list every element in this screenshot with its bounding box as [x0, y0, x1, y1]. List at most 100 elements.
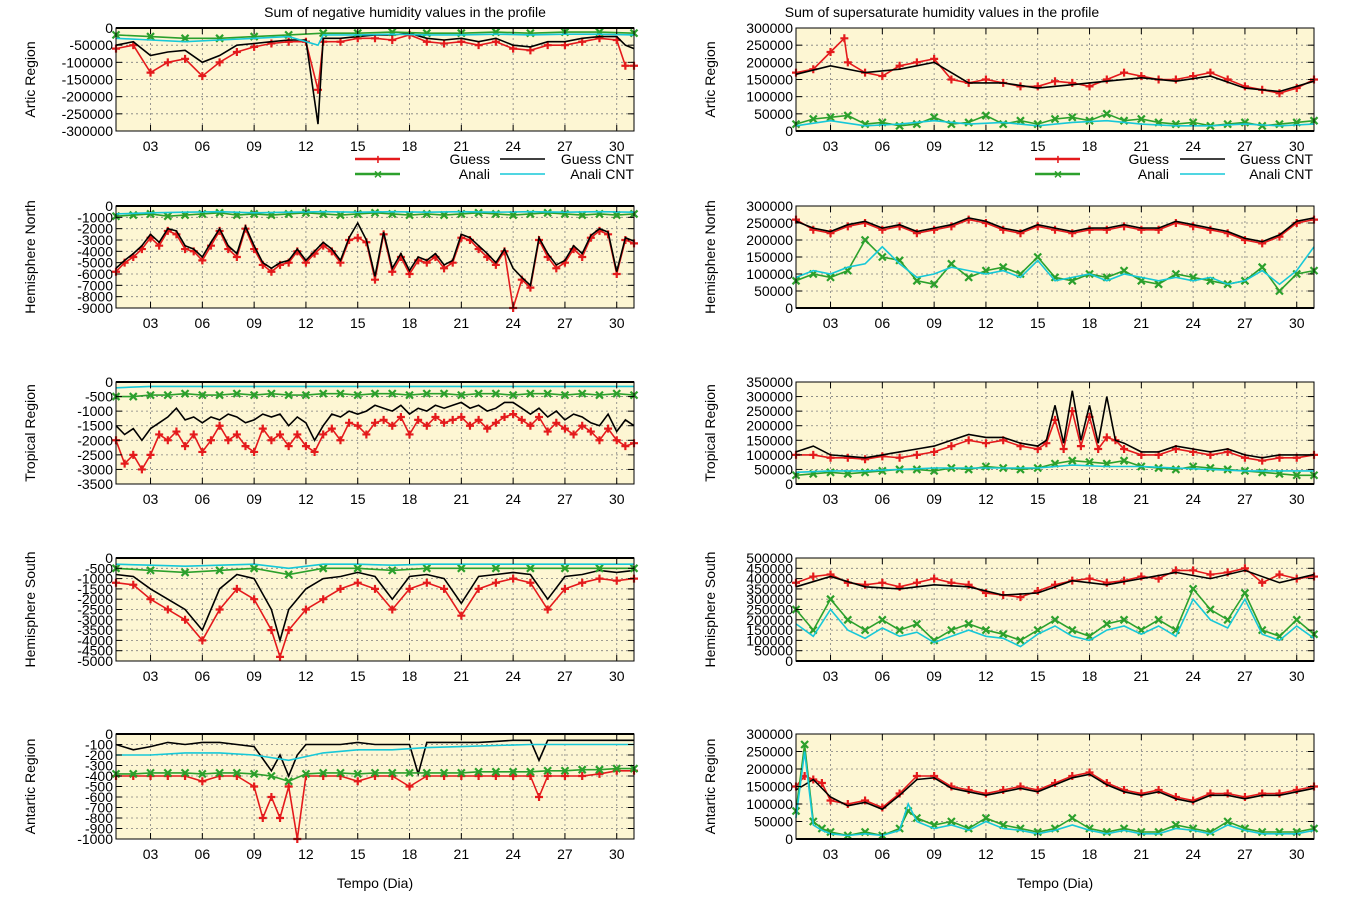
guess-point — [569, 430, 578, 439]
x-tick-label: 09 — [926, 846, 942, 862]
y-tick-label: -2000 — [77, 221, 113, 237]
guess-point — [612, 576, 621, 585]
anali-point — [249, 390, 259, 400]
guess-point — [817, 779, 826, 787]
x-tick-label: 27 — [557, 491, 573, 507]
guess-point — [465, 421, 474, 430]
guess-point — [1076, 442, 1085, 451]
series-line-guess-cnt — [795, 217, 1315, 243]
y-tick-label: -250000 — [62, 106, 114, 122]
y-tick-label: -1500 — [77, 581, 113, 597]
y-tick-label: 50000 — [754, 283, 793, 299]
y-tick-label: -600 — [85, 789, 113, 805]
y-tick-label: 0 — [105, 550, 113, 566]
x-tick-label: 27 — [557, 668, 573, 684]
x-tick-label: 06 — [195, 315, 211, 331]
x-tick-label: 30 — [1289, 491, 1305, 507]
guess-point — [930, 225, 939, 234]
guess-point — [181, 615, 190, 624]
x-tick-label: 09 — [926, 138, 942, 154]
guess-point — [336, 584, 345, 593]
guess-point — [250, 447, 259, 456]
y-tick-label: -300000 — [62, 123, 114, 139]
y-tick-label: 500000 — [746, 550, 793, 566]
panel-1-left: 0-50000-100000 -150000-200000-250000-3000… — [22, 20, 639, 154]
legend-left: + Guess Guess CNT × Anali Anali CNT — [355, 151, 634, 182]
anali-point — [318, 768, 328, 778]
anali-point — [595, 390, 604, 400]
anali-point — [1223, 615, 1232, 625]
guess-point — [345, 418, 354, 427]
guess-point — [809, 572, 818, 581]
anali-point — [878, 615, 887, 625]
anali-point — [215, 208, 224, 218]
anali-point — [998, 262, 1008, 272]
guess-point — [981, 439, 990, 448]
anali-point — [1085, 116, 1094, 125]
x-tick-label: 27 — [557, 138, 573, 154]
guess-point — [198, 447, 207, 456]
x-axis-label-right: Tempo (Dia) — [1017, 875, 1093, 891]
series-line-guess-cnt — [795, 773, 1315, 811]
x-tick-label: 06 — [875, 668, 891, 684]
x-tick-label: 18 — [1082, 846, 1098, 862]
anali-point — [981, 462, 991, 471]
guess-point — [1292, 786, 1301, 794]
anali-point — [474, 208, 483, 218]
x-tick-label: 09 — [246, 138, 262, 154]
guess-point — [224, 436, 233, 445]
panel-5-left: 0-100-200-300-400-500-600-700-800-900-10… — [22, 726, 639, 862]
y-axis-label: Antartic Region — [22, 739, 38, 835]
anali-point — [1188, 118, 1198, 127]
legend-anali-cnt-label: Anali CNT — [1249, 166, 1313, 182]
legend-guess-cnt-label: Guess CNT — [1240, 151, 1314, 167]
x-tick-label: 12 — [978, 668, 994, 684]
guess-point — [1068, 229, 1077, 238]
guess-point — [215, 605, 224, 614]
guess-point — [1258, 578, 1267, 587]
guess-point — [1189, 566, 1198, 575]
anali-point — [1033, 252, 1043, 262]
anali-point — [612, 389, 622, 398]
anali-point — [1067, 625, 1077, 635]
guess-point — [146, 450, 155, 459]
x-tick-label: 18 — [402, 491, 418, 507]
anali-point — [405, 768, 414, 778]
anali-point — [249, 209, 259, 219]
guess-point — [1258, 239, 1267, 248]
guess-point — [155, 430, 164, 439]
guess-point — [163, 605, 172, 614]
guess-point — [371, 275, 379, 284]
x-tick-label: 21 — [454, 846, 470, 862]
series-line-anali-cnt — [795, 597, 1315, 648]
x-tick-label: 18 — [1082, 491, 1098, 507]
x-tick-label: 03 — [143, 491, 159, 507]
x-tick-label: 21 — [454, 668, 470, 684]
guess-point — [414, 415, 423, 424]
guess-point — [1051, 225, 1059, 234]
y-axis-label: Hemisphere South — [702, 552, 718, 668]
plot-frame — [115, 381, 635, 485]
anali-point — [1137, 114, 1146, 124]
guess-point — [560, 424, 569, 433]
x-tick-label: 03 — [823, 315, 839, 331]
x-tick-label: 18 — [1082, 668, 1098, 684]
guess-point — [215, 421, 224, 430]
anali-point — [1154, 279, 1163, 289]
guess-point — [509, 410, 518, 419]
anali-point — [543, 766, 552, 776]
guess-point — [422, 421, 431, 430]
y-tick-label: 250000 — [746, 744, 793, 760]
anali-point — [843, 615, 853, 625]
anali-point — [249, 769, 259, 779]
anali-point — [439, 389, 449, 398]
x-tick-label: 03 — [823, 138, 839, 154]
anali-point — [128, 392, 138, 401]
anali-point — [543, 389, 552, 398]
y-tick-label: -800 — [85, 810, 113, 826]
guess-point — [1292, 84, 1301, 93]
guess-point — [474, 415, 483, 424]
guess-point — [964, 436, 973, 445]
guess-point — [457, 611, 466, 620]
